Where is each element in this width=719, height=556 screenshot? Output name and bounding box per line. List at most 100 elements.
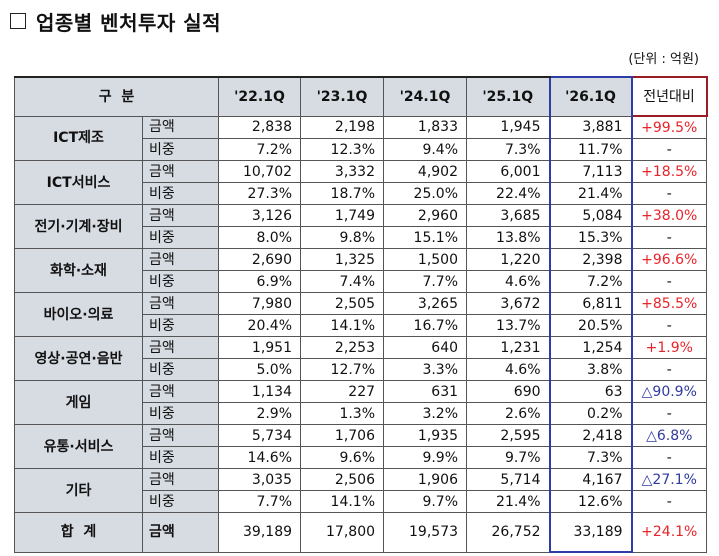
amount-label: 금액	[141, 160, 220, 183]
total-label: 합 계	[14, 512, 143, 553]
table-row: 비중 2.9% 1.3% 3.2% 2.6% 0.2% -	[15, 402, 708, 425]
share-cell: 15.1%	[383, 226, 468, 249]
amount-cell: 1,935	[383, 424, 468, 447]
share-cell: 7.3%	[466, 138, 551, 161]
amount-cell: 2,418	[548, 424, 633, 447]
amount-cell: 3,265	[383, 292, 468, 315]
table-row: 전기·기계·장비 금액 3,126 1,749 2,960 3,685 5,084 +38.0…	[14, 204, 708, 249]
share-cell: 15.3%	[548, 226, 633, 249]
share-cell: 5.0%	[218, 358, 302, 381]
amount-cell: 1,945	[466, 115, 551, 139]
table-row: 비중 5.0% 12.7% 3.3% 4.6% 3.8% -	[15, 358, 708, 381]
share-cell: 21.4%	[466, 490, 551, 513]
change-cell: △6.8%	[631, 424, 708, 447]
share-label: 비중	[141, 182, 220, 205]
category-label: 전기·기계·장비	[14, 204, 143, 249]
share-cell: 3.3%	[383, 358, 468, 381]
header-period: '22.1Q	[218, 76, 302, 117]
share-cell: 2.9%	[218, 402, 302, 425]
total-amount-cell: 39,189	[218, 512, 302, 553]
share-cell: 4.6%	[466, 270, 551, 293]
amount-cell: 2,595	[466, 424, 551, 447]
amount-cell: 1,951	[218, 336, 302, 359]
share-cell: 9.7%	[466, 446, 551, 469]
share-cell: 11.7%	[548, 138, 633, 161]
share-cell: 2.6%	[466, 402, 551, 425]
amount-cell: 7,980	[218, 292, 302, 315]
amount-label: 금액	[141, 292, 220, 315]
table-row: 기타 금액 3,035 2,506 1,906 5,714 4,167 △27.1%	[14, 468, 708, 513]
amount-label: 금액	[141, 424, 220, 447]
header-change: 전년대비	[630, 76, 708, 117]
category-label: ICT제조	[14, 115, 143, 161]
change-cell: +96.6%	[631, 248, 708, 271]
share-cell: 8.0%	[218, 226, 302, 249]
share-cell: 7.3%	[548, 446, 633, 469]
change-cell: +18.5%	[631, 160, 708, 183]
amount-cell: 7,113	[548, 160, 633, 183]
total-row: 합 계 금액 39,189 17,800 19,573 26,752 33,189 +24.1…	[14, 512, 708, 553]
table-row: 유통·서비스 금액 5,734 1,706 1,935 2,595 2,418 △6.8%	[14, 424, 708, 469]
share-change-cell: -	[631, 138, 708, 161]
share-cell: 14.1%	[300, 490, 385, 513]
change-cell: +99.5%	[631, 115, 708, 139]
header-period-highlighted: '26.1Q	[548, 76, 633, 117]
amount-cell: 1,220	[466, 248, 551, 271]
amount-cell: 1,706	[300, 424, 385, 447]
table-body: ICT제조 금액 2,838 2,198 1,833 1,945 3,881 +99.5% 비중…	[14, 115, 708, 553]
amount-cell: 63	[548, 380, 633, 403]
amount-label: 금액	[141, 468, 220, 491]
share-cell: 9.9%	[383, 446, 468, 469]
share-cell: 6.9%	[218, 270, 302, 293]
table-row: 바이오·의료 금액 7,980 2,505 3,265 3,672 6,811 +85.5%	[14, 292, 708, 337]
amount-cell: 2,506	[300, 468, 385, 491]
share-label: 비중	[141, 270, 220, 293]
amount-cell: 5,714	[466, 468, 551, 491]
share-cell: 18.7%	[300, 182, 385, 205]
share-change-cell: -	[631, 182, 708, 205]
share-cell: 0.2%	[548, 402, 633, 425]
amount-cell: 1,134	[218, 380, 302, 403]
amount-cell: 6,001	[466, 160, 551, 183]
category-label: 유통·서비스	[14, 424, 143, 469]
amount-label: 금액	[141, 115, 220, 139]
share-cell: 14.6%	[218, 446, 302, 469]
share-cell: 12.3%	[300, 138, 385, 161]
share-cell: 20.5%	[548, 314, 633, 337]
share-cell: 7.7%	[218, 490, 302, 513]
total-amount-cell: 17,800	[300, 512, 385, 553]
table-row: 비중 14.6% 9.6% 9.9% 9.7% 7.3% -	[15, 446, 708, 469]
share-label: 비중	[141, 490, 220, 513]
share-cell: 7.2%	[218, 138, 302, 161]
table-row: 게임 금액 1,134 227 631 690 63 △90.9%	[14, 380, 708, 425]
share-change-cell: -	[631, 226, 708, 249]
amount-label: 금액	[141, 380, 220, 403]
amount-cell: 10,702	[218, 160, 302, 183]
total-amount-cell: 33,189	[548, 512, 633, 553]
change-cell: △90.9%	[631, 380, 708, 403]
share-label: 비중	[141, 314, 220, 337]
header-period: '24.1Q	[383, 76, 468, 117]
amount-cell: 1,231	[466, 336, 551, 359]
amount-label: 금액	[141, 204, 220, 227]
share-cell: 4.6%	[466, 358, 551, 381]
share-cell: 13.8%	[466, 226, 551, 249]
share-cell: 7.4%	[300, 270, 385, 293]
amount-cell: 3,881	[548, 115, 633, 139]
share-change-cell: -	[631, 358, 708, 381]
share-cell: 12.6%	[548, 490, 633, 513]
table-row: ICT제조 금액 2,838 2,198 1,833 1,945 3,881 +99.5%	[14, 115, 708, 161]
share-cell: 3.8%	[548, 358, 633, 381]
share-cell: 16.7%	[383, 314, 468, 337]
table-row: 비중 20.4% 14.1% 16.7% 13.7% 20.5% -	[15, 314, 708, 337]
amount-cell: 3,332	[300, 160, 385, 183]
share-label: 비중	[141, 358, 220, 381]
change-cell: +85.5%	[631, 292, 708, 315]
change-cell: △27.1%	[631, 468, 708, 491]
amount-cell: 2,253	[300, 336, 385, 359]
category-label: 영상·공연·음반	[14, 336, 143, 381]
share-label: 비중	[141, 402, 220, 425]
share-cell: 9.4%	[383, 138, 468, 161]
amount-cell: 3,126	[218, 204, 302, 227]
amount-cell: 2,960	[383, 204, 468, 227]
